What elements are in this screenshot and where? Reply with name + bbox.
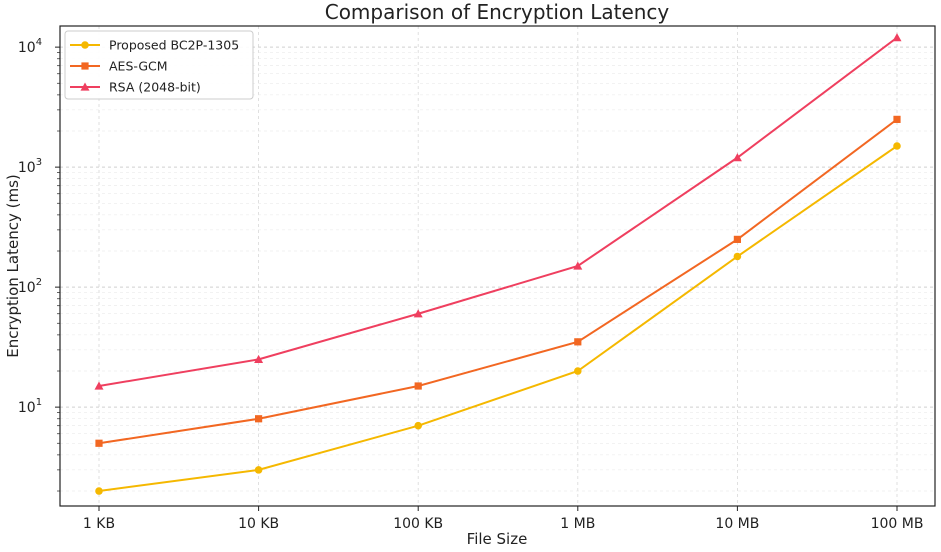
y-tick-label: 102 <box>18 277 42 296</box>
x-tick-label: 10 KB <box>238 516 279 532</box>
series-line <box>98 145 898 492</box>
legend-label: RSA (2048-bit) <box>109 80 201 95</box>
data-point <box>254 466 263 474</box>
data-point <box>574 367 582 375</box>
series-1 <box>95 115 901 447</box>
x-axis-label: File Size <box>467 530 528 548</box>
series-0 <box>95 142 901 495</box>
series-2 <box>94 33 902 390</box>
series-line <box>98 118 898 445</box>
y-axis-label: Encryption Latency (ms) <box>4 174 22 358</box>
legend-label: AES-GCM <box>109 59 168 74</box>
x-tick-label: 10 MB <box>715 516 759 532</box>
legend-box <box>64 30 254 100</box>
legend-marker <box>81 62 89 70</box>
series <box>94 33 902 495</box>
data-point <box>95 487 103 495</box>
data-point <box>94 381 104 390</box>
legend-marker <box>81 41 89 49</box>
legend: Proposed BC2P-1305 AES-GCM RSA (2048-bit) <box>64 30 254 100</box>
data-point <box>574 338 582 346</box>
plot-frame <box>59 25 936 507</box>
x-tick-label: 1 KB <box>83 516 115 532</box>
data-point <box>732 153 742 162</box>
chart-title: Comparison of Encryption Latency <box>325 0 670 24</box>
legend-label: Proposed BC2P-1305 <box>109 38 239 53</box>
data-point <box>414 382 422 390</box>
data-point <box>254 354 264 363</box>
ticks: 1 KB 10 KB 100 KB 1 MB 10 MB 100 MB 101 102 103 1… <box>18 37 924 532</box>
data-point <box>95 439 103 447</box>
legend-marker <box>80 82 90 91</box>
y-tick-label: 103 <box>18 157 42 176</box>
y-tick-label: 101 <box>18 397 42 416</box>
legend-item: RSA (2048-bit) <box>70 80 201 95</box>
data-point <box>573 261 583 270</box>
legend-item: Proposed BC2P-1305 <box>70 38 239 53</box>
data-point <box>255 415 263 423</box>
y-tick-label: 104 <box>18 37 42 56</box>
data-point <box>893 142 901 150</box>
x-tick-label: 100 MB <box>871 516 924 532</box>
x-tick-label: 100 KB <box>393 516 443 532</box>
data-point <box>893 115 901 123</box>
data-point <box>733 252 742 261</box>
x-tick-label: 1 MB <box>560 516 595 532</box>
legend-item: AES-GCM <box>70 59 168 74</box>
data-point <box>413 309 423 318</box>
data-point <box>733 235 741 243</box>
data-point <box>892 33 902 42</box>
data-point <box>414 421 423 430</box>
series-line <box>98 36 898 387</box>
